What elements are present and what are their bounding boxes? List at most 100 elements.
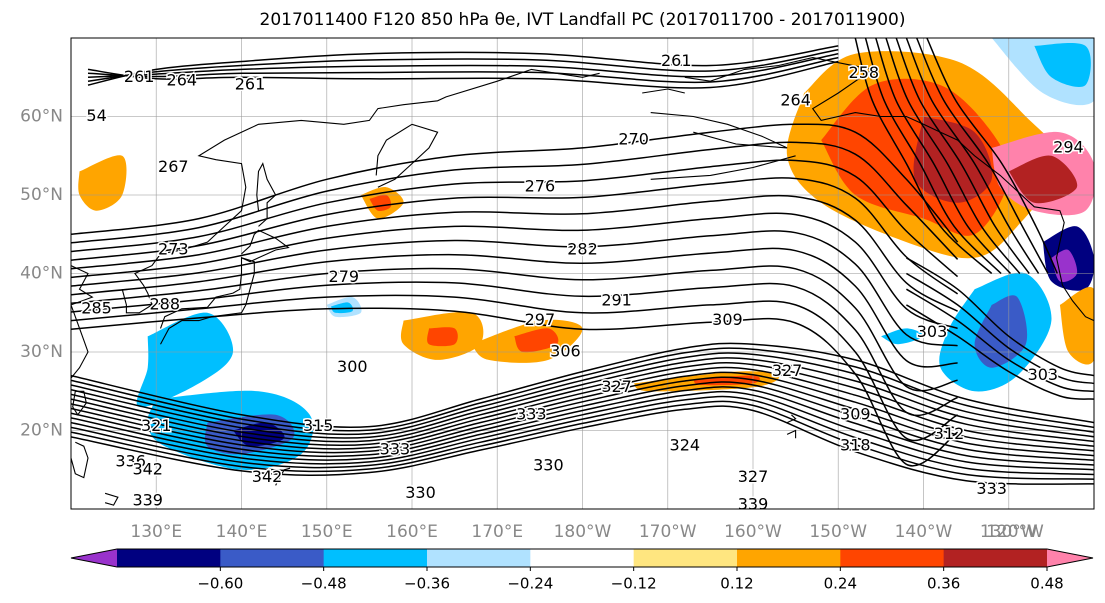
theta-e-contour [916, 38, 1049, 274]
contour-label: 294 [1053, 137, 1084, 156]
theta-e-contour [71, 405, 1094, 485]
longitude-tick-label: 130°E [130, 522, 182, 542]
contour-label: 303 [1028, 365, 1059, 384]
colorbar-tick-label: −0.36 [404, 575, 450, 593]
contour-label: 282 [567, 239, 598, 258]
theta-e-contour [71, 247, 958, 368]
theta-e-contour [71, 361, 1094, 443]
colorbar-tick-label: −0.60 [197, 575, 243, 593]
theta-e-contour [926, 38, 1058, 274]
contour-label: 258 [849, 63, 880, 82]
latitude-tick-labels: 20°N 30°N 40°N 50°N 60°N [20, 107, 63, 441]
contour-label: 261 [661, 51, 692, 70]
contour-label: 324 [670, 436, 701, 455]
contour-label: 288 [150, 294, 181, 313]
map-gridlines [71, 38, 1094, 509]
pc-shade-region [1034, 42, 1091, 87]
colorbar-segment [737, 549, 841, 567]
longitude-tick-label: 140°E [216, 522, 268, 542]
colorbar-segment [323, 549, 428, 567]
longitude-tick-label: 160°E [386, 522, 438, 542]
longitude-tick-label: 180°W [554, 522, 612, 542]
theta-e-contour [71, 159, 959, 278]
contour-label: 330 [533, 455, 564, 474]
theta-e-contour [71, 265, 958, 392]
contour-labels: 261 264 261 261 258 264 54 267 270 294 276 273 282 27… [80, 50, 1085, 509]
theta-e-contour [906, 304, 1094, 400]
colorbar-tick-label: 0.12 [720, 575, 753, 593]
colorbar-tick-label: −0.12 [611, 575, 657, 593]
contour-label: 54 [86, 106, 106, 125]
theta-e-contour [71, 281, 958, 417]
pc-shade-region [1059, 287, 1094, 365]
pc-shading [78, 38, 1094, 470]
theta-e-contour [71, 390, 1094, 471]
theta-e-contour [87, 49, 839, 82]
coastline-segment [375, 123, 439, 188]
theta-e-contour [71, 342, 1094, 428]
contour-label: 300 [337, 357, 368, 376]
coastline-segment [650, 112, 788, 149]
latitude-tick-label: 40°N [20, 264, 63, 284]
pc-shade-region [913, 116, 993, 203]
contour-label: 264 [167, 71, 198, 90]
longitude-tick-label: 150°W [809, 522, 867, 542]
pc-shade-region [427, 327, 458, 347]
latitude-tick-label: 60°N [20, 107, 63, 127]
chart-title: 2017011400 F120 850 hPa θe, IVT Landfall… [259, 10, 906, 30]
contour-label: 279 [329, 267, 360, 286]
contour-label: 327 [772, 361, 803, 380]
theta-e-contour [71, 347, 1094, 432]
contour-label: 309 [712, 310, 743, 329]
contour-label: 270 [618, 130, 649, 149]
pc-shade-region [1008, 155, 1078, 204]
contour-label: 330 [405, 483, 436, 502]
contour-label: 342 [132, 459, 163, 478]
longitude-tick-label: 150°E [301, 522, 353, 542]
theta-e-contour [71, 376, 1094, 457]
colorbar-segment [427, 549, 531, 567]
longitude-tick-label: 130°W [980, 522, 1038, 542]
theta-e-contour [71, 371, 1094, 452]
latitude-tick-label: 50°N [20, 185, 63, 205]
theta-e-contour [87, 60, 839, 89]
coastline-segment [121, 68, 600, 314]
colorbar-segment [633, 549, 738, 567]
theta-e-contour [875, 38, 1012, 275]
contour-label: 285 [81, 298, 112, 317]
map-area: 261 264 261 261 258 264 54 267 270 294 276 273 282 27… [71, 38, 1094, 509]
colorbar-segment [220, 549, 325, 567]
theta-e-contour [71, 212, 958, 330]
contour-label: 342 [252, 467, 283, 486]
contour-label: 327 [601, 377, 632, 396]
contour-label: 291 [601, 290, 632, 309]
colorbar-outline [70, 548, 1094, 568]
contour-label: 333 [976, 479, 1007, 498]
contour-label: 267 [158, 157, 189, 176]
colorbar-segment [943, 549, 1048, 567]
pc-shade-region [136, 312, 234, 408]
theta-e-contour [906, 272, 1094, 385]
coastline-segment [71, 441, 89, 479]
colorbar-segment [117, 549, 221, 567]
theta-e-contour [854, 38, 993, 275]
contour-label: 261 [235, 75, 266, 94]
colorbar-segment [530, 549, 635, 567]
theta-e-contour [71, 141, 959, 260]
contour-label: 306 [550, 342, 581, 361]
colorbar-tick-label: −0.48 [301, 575, 347, 593]
theta-e-contour [71, 177, 959, 295]
contour-label: 333 [380, 440, 411, 459]
colorbar-extend-low [71, 549, 117, 567]
contour-label: 261 [124, 67, 155, 86]
theta-e-contour [71, 357, 1094, 439]
contour-label: 264 [780, 90, 811, 109]
contour-label: 312 [934, 424, 965, 443]
coastline-segment [642, 88, 685, 94]
longitude-tick-label: 160°W [724, 522, 782, 542]
theta-e-contour [864, 38, 1002, 275]
theta-e-contour [87, 52, 839, 79]
contour-label: 318 [840, 436, 871, 455]
coastline-segment [786, 414, 797, 424]
theta-e-contour [87, 45, 839, 86]
